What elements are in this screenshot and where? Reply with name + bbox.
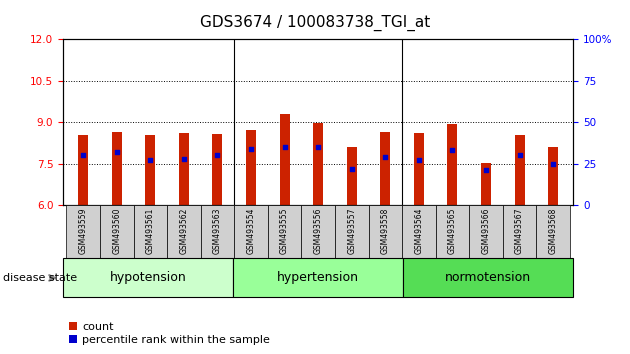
Text: GSM493562: GSM493562	[180, 208, 188, 255]
Point	[179, 156, 189, 161]
Text: hypertension: hypertension	[277, 272, 359, 284]
Bar	[301, 205, 335, 258]
Point	[280, 144, 290, 150]
Text: GSM493557: GSM493557	[347, 208, 356, 255]
Text: GSM493563: GSM493563	[213, 208, 222, 255]
Bar	[313, 123, 323, 205]
Bar	[481, 163, 491, 205]
Bar	[436, 205, 469, 258]
Bar	[78, 135, 88, 205]
Bar	[167, 205, 200, 258]
Point	[381, 154, 391, 160]
Bar	[63, 258, 233, 297]
Point	[212, 153, 222, 158]
Text: GSM493567: GSM493567	[515, 208, 524, 255]
Point	[346, 166, 357, 172]
Bar	[536, 205, 570, 258]
Bar	[381, 132, 391, 205]
Text: GSM493555: GSM493555	[280, 208, 289, 255]
Text: GDS3674 / 100083738_TGI_at: GDS3674 / 100083738_TGI_at	[200, 15, 430, 31]
Legend: count, percentile rank within the sample: count, percentile rank within the sample	[69, 321, 270, 345]
Text: GSM493564: GSM493564	[415, 208, 423, 255]
Bar	[469, 205, 503, 258]
Text: GSM493561: GSM493561	[146, 208, 155, 255]
Point	[146, 158, 156, 163]
Bar	[134, 205, 167, 258]
Point	[447, 148, 457, 153]
Bar	[246, 131, 256, 205]
Point	[414, 158, 424, 163]
Bar	[414, 133, 424, 205]
Text: GSM493554: GSM493554	[246, 208, 256, 255]
Point	[246, 146, 256, 152]
Text: GSM493559: GSM493559	[79, 208, 88, 255]
Bar	[212, 134, 222, 205]
Bar	[447, 124, 457, 205]
Bar	[200, 205, 234, 258]
Bar	[548, 147, 558, 205]
Bar	[515, 135, 525, 205]
Text: GSM493566: GSM493566	[481, 208, 491, 255]
Bar	[234, 205, 268, 258]
Text: GSM493568: GSM493568	[549, 208, 558, 255]
Bar	[403, 258, 573, 297]
Bar	[100, 205, 134, 258]
Bar	[369, 205, 402, 258]
Point	[78, 153, 88, 158]
Bar	[112, 132, 122, 205]
Bar	[503, 205, 536, 258]
Text: disease state: disease state	[3, 273, 77, 283]
Point	[548, 161, 558, 167]
Bar	[335, 205, 369, 258]
Text: GSM493565: GSM493565	[448, 208, 457, 255]
Text: GSM493556: GSM493556	[314, 208, 323, 255]
Bar	[179, 133, 189, 205]
Text: GSM493560: GSM493560	[112, 208, 121, 255]
Bar	[146, 136, 156, 205]
Bar	[268, 205, 301, 258]
Point	[481, 167, 491, 173]
Point	[313, 144, 323, 150]
Point	[515, 153, 525, 158]
Bar	[66, 205, 100, 258]
Bar	[280, 114, 290, 205]
Text: normotension: normotension	[445, 272, 531, 284]
Text: hypotension: hypotension	[110, 272, 186, 284]
Bar	[346, 147, 357, 205]
Bar	[233, 258, 403, 297]
Bar	[402, 205, 436, 258]
Text: GSM493558: GSM493558	[381, 208, 390, 255]
Point	[112, 149, 122, 155]
